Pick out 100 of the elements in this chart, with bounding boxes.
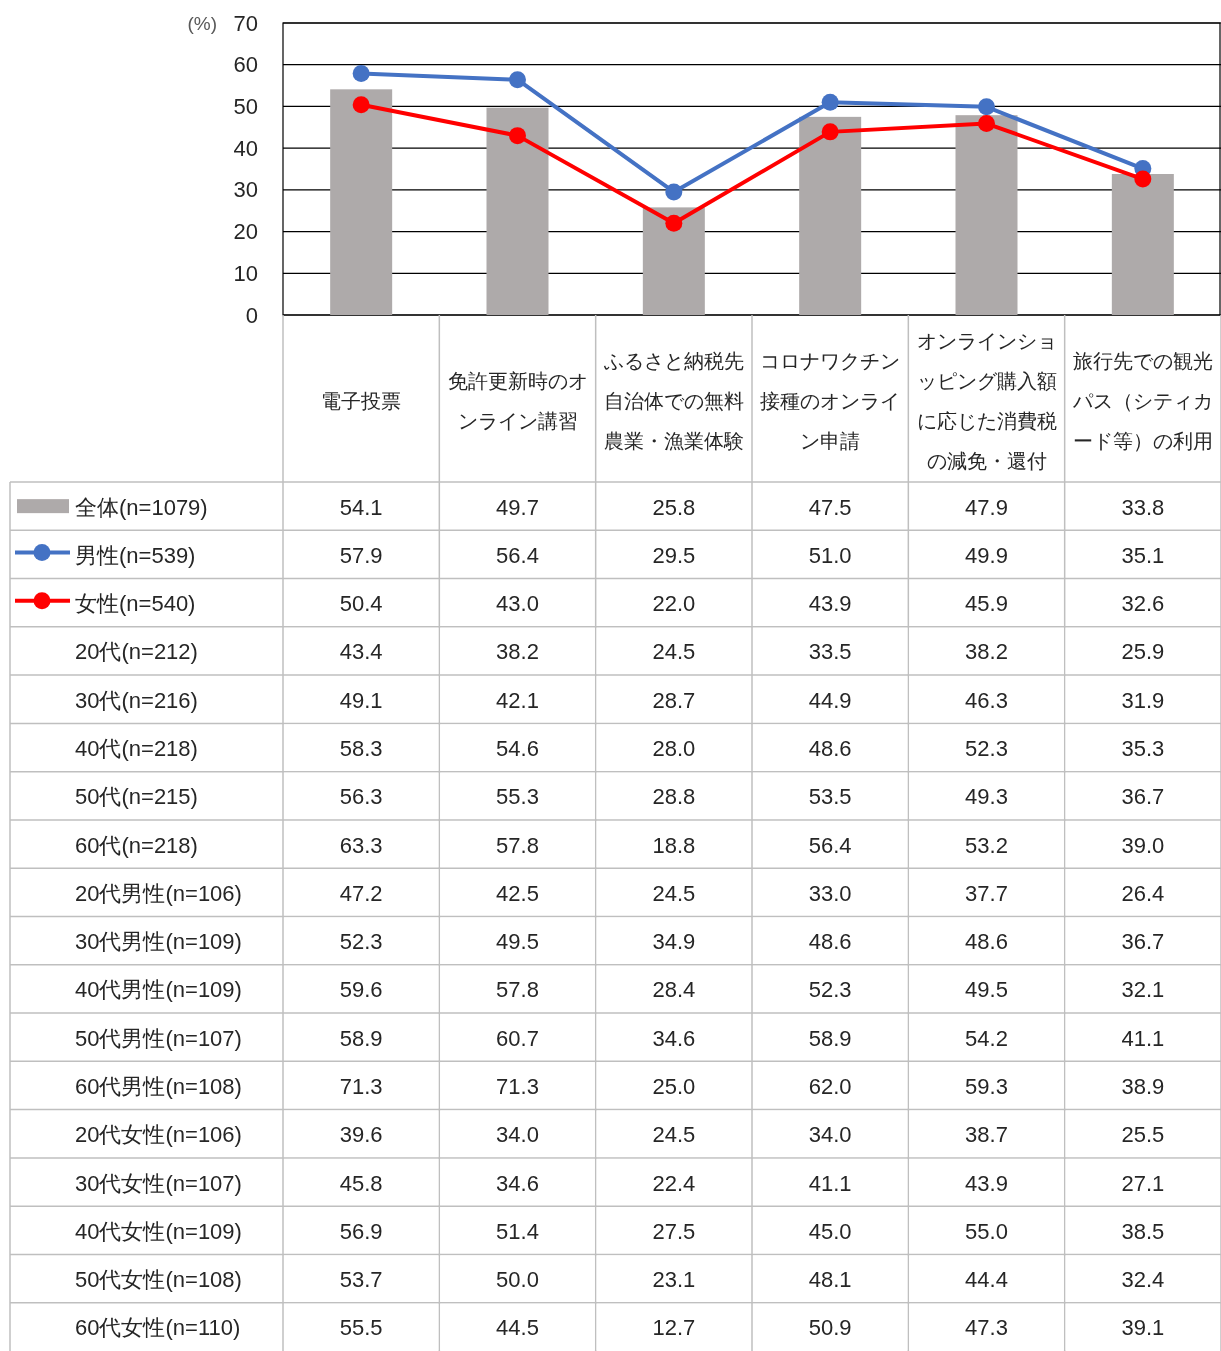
point bbox=[665, 183, 683, 201]
y-tick-label: 70 bbox=[233, 10, 258, 36]
data-label: 55.0 bbox=[965, 1218, 1008, 1244]
data-label: 54.1 bbox=[339, 494, 383, 520]
data-label: 71.3 bbox=[339, 1073, 383, 1099]
data-label: 33.5 bbox=[808, 639, 852, 665]
data-label: 43.9 bbox=[965, 1170, 1008, 1196]
data-label: 35.3 bbox=[1121, 736, 1165, 762]
data-label: 25.0 bbox=[652, 1073, 696, 1099]
data-label: 38.9 bbox=[1121, 1073, 1165, 1099]
y-tick-label: 20代男性(n=106) bbox=[75, 880, 242, 906]
data-label: 51.4 bbox=[496, 1218, 539, 1244]
data-label: 25.9 bbox=[1121, 639, 1165, 665]
data-label: 63.3 bbox=[339, 832, 383, 858]
data-label: 12.7 bbox=[652, 1315, 696, 1341]
x-tick-label: コロナワクチン接種のオンライン申請 bbox=[760, 349, 901, 452]
y-tick-label: 50代男性(n=107) bbox=[75, 1025, 242, 1051]
bar bbox=[486, 107, 549, 315]
data-label: 43.9 bbox=[808, 591, 852, 617]
data-label: 54.6 bbox=[496, 736, 539, 762]
data-label: 24.5 bbox=[652, 1122, 696, 1148]
data-label: 32.1 bbox=[1121, 977, 1165, 1003]
data-label: 47.2 bbox=[339, 880, 383, 906]
data-label: 44.9 bbox=[808, 687, 852, 713]
data-label: 34.9 bbox=[652, 929, 696, 955]
data-label: 44.5 bbox=[496, 1315, 539, 1341]
y-tick-label: 30代(n=216) bbox=[75, 687, 198, 713]
data-label: 36.7 bbox=[1121, 929, 1165, 955]
x-tick-label: ふるさと納税先自治体での無料農業・漁業体験 bbox=[602, 349, 744, 452]
data-label: 56.3 bbox=[339, 784, 383, 810]
data-label: 32.6 bbox=[1121, 591, 1165, 617]
point bbox=[978, 98, 995, 116]
data-label: 38.2 bbox=[965, 639, 1008, 665]
data-label: 57.8 bbox=[496, 977, 539, 1003]
data-label: 22.0 bbox=[652, 591, 696, 617]
data-label: 29.5 bbox=[652, 542, 696, 568]
data-label: 34.6 bbox=[652, 1025, 696, 1051]
data-label: 34.0 bbox=[496, 1122, 539, 1148]
data-label: 57.8 bbox=[496, 832, 539, 858]
data-label: 28.7 bbox=[652, 687, 696, 713]
y-tick-label: 50代(n=215) bbox=[75, 784, 198, 810]
data-label: 49.5 bbox=[965, 977, 1008, 1003]
data-label: 34.0 bbox=[808, 1122, 852, 1148]
point bbox=[978, 115, 995, 133]
data-label: 52.3 bbox=[339, 929, 383, 955]
data-label: 45.0 bbox=[808, 1218, 852, 1244]
y-tick-label: 40代(n=218) bbox=[75, 736, 198, 762]
data-label: 31.9 bbox=[1121, 687, 1165, 713]
data-label: 27.5 bbox=[652, 1218, 696, 1244]
data-label: 25.8 bbox=[652, 494, 696, 520]
data-label: 44.4 bbox=[965, 1267, 1008, 1293]
data-label: 56.9 bbox=[339, 1218, 383, 1244]
data-label: 48.1 bbox=[808, 1267, 852, 1293]
data-label: 47.9 bbox=[965, 494, 1008, 520]
data-label: 39.0 bbox=[1121, 832, 1165, 858]
point bbox=[509, 71, 526, 89]
data-label: 38.2 bbox=[496, 639, 539, 665]
y-tick-label: 40代男性(n=109) bbox=[75, 977, 242, 1003]
y-tick-label: 30代女性(n=107) bbox=[75, 1170, 242, 1196]
point bbox=[821, 123, 839, 141]
legend-label: 男性(n=539) bbox=[75, 542, 196, 568]
data-label: 48.6 bbox=[808, 929, 852, 955]
data-label: 56.4 bbox=[496, 542, 539, 568]
data-label: 50.0 bbox=[496, 1267, 539, 1293]
bar bbox=[330, 89, 393, 315]
y-tick-label: 40代女性(n=109) bbox=[75, 1218, 242, 1244]
data-label: 52.3 bbox=[808, 977, 852, 1003]
point bbox=[352, 64, 370, 82]
y-tick-label: 30代男性(n=109) bbox=[75, 929, 242, 955]
data-label: 41.1 bbox=[1121, 1025, 1165, 1051]
y-tick-label: 60代女性(n=110) bbox=[75, 1315, 241, 1341]
y-tick-label: 40 bbox=[233, 135, 258, 161]
data-label: 41.1 bbox=[808, 1170, 852, 1196]
y-tick-label: 60代男性(n=108) bbox=[75, 1073, 242, 1099]
data-label: 28.4 bbox=[652, 977, 696, 1003]
x-tick-label: 旅行先での観光パス（シティカード等）の利用 bbox=[1071, 349, 1213, 452]
data-label: 27.1 bbox=[1121, 1170, 1165, 1196]
data-label: 49.9 bbox=[965, 542, 1008, 568]
bar bbox=[799, 116, 862, 315]
y-tick-label: 20代女性(n=106) bbox=[75, 1122, 242, 1148]
data-label: 58.3 bbox=[339, 736, 383, 762]
data-label: 48.6 bbox=[808, 736, 852, 762]
bar bbox=[1111, 174, 1174, 315]
y-tick-label: 20 bbox=[233, 219, 258, 245]
data-label: 53.7 bbox=[339, 1267, 383, 1293]
data-label: 59.6 bbox=[339, 977, 383, 1003]
y-tick-label: 50 bbox=[233, 93, 258, 119]
y-tick-label: 60 bbox=[233, 52, 258, 78]
bar bbox=[642, 207, 705, 315]
data-label: 28.0 bbox=[652, 736, 696, 762]
data-label: 36.7 bbox=[1121, 784, 1165, 810]
y-tick-label: 60代(n=218) bbox=[75, 832, 198, 858]
data-label: 39.1 bbox=[1121, 1315, 1165, 1341]
data-label: 47.5 bbox=[808, 494, 852, 520]
data-label: 34.6 bbox=[496, 1170, 539, 1196]
data-label: 38.5 bbox=[1121, 1218, 1165, 1244]
data-label: 57.9 bbox=[339, 542, 383, 568]
data-label: 26.4 bbox=[1121, 880, 1165, 906]
data-label: 39.6 bbox=[339, 1122, 383, 1148]
data-label: 55.3 bbox=[496, 784, 539, 810]
